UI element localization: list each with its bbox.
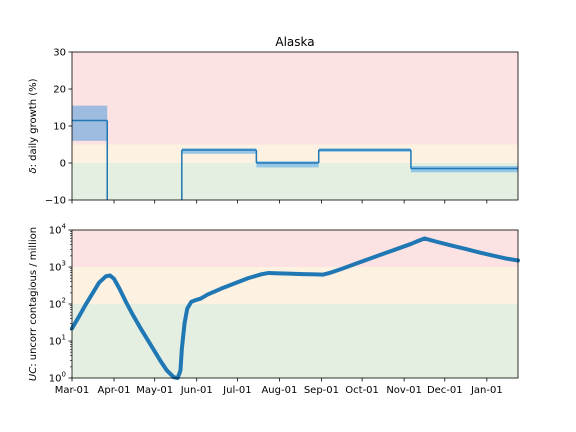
x-tick-label: Aug-01 bbox=[261, 385, 297, 396]
x-tick-label: Oct-01 bbox=[345, 385, 379, 396]
contagious-y-ticks: 100 101 102 103 104 bbox=[49, 223, 72, 385]
growth-x-ticks bbox=[71, 200, 488, 204]
growth-y-axis-label: δ: daily growth (%) bbox=[28, 78, 39, 173]
contagious-panel: Mar-01 Apr-01 May-01 Jun-01 Jul-01 Aug-01 Sep-… bbox=[28, 223, 520, 396]
contagious-line bbox=[70, 236, 520, 380]
contagious-y-tick-label: 104 bbox=[49, 223, 67, 237]
contagious-y-axis-label-text: : uncorr contagious / million bbox=[28, 227, 39, 367]
x-tick-label: Dec-01 bbox=[427, 385, 463, 396]
contagious-risk-bands bbox=[72, 230, 518, 378]
growth-ci-0 bbox=[72, 105, 108, 141]
contagious-plot-frame bbox=[71, 229, 519, 379]
contagious-band-2 bbox=[72, 230, 518, 267]
x-tick-label: May-01 bbox=[136, 385, 173, 396]
contagious-y-axis-label: UC: uncorr contagious / million bbox=[28, 227, 39, 381]
growth-y-axis-label-text: : daily growth (%) bbox=[28, 78, 39, 167]
contagious-y-tick-label: 101 bbox=[49, 334, 66, 348]
growth-ci-2 bbox=[256, 161, 319, 168]
growth-y-tick-label: 20 bbox=[53, 85, 66, 96]
x-tick-label: Mar-01 bbox=[55, 385, 90, 396]
growth-plot-frame bbox=[71, 51, 519, 201]
x-tick-label: Apr-01 bbox=[98, 385, 131, 396]
growth-band-2 bbox=[72, 52, 518, 145]
growth-y-tick-label: 0 bbox=[60, 159, 66, 170]
growth-y-tick-label: 10 bbox=[53, 122, 66, 133]
contagious-x-ticks: Mar-01 Apr-01 May-01 Jun-01 Jul-01 Aug-01 Sep-… bbox=[55, 378, 503, 396]
x-tick-label: Jul-01 bbox=[222, 385, 251, 396]
contagious-y-tick-label: 102 bbox=[49, 297, 66, 311]
growth-y-axis-label-symbol: δ bbox=[28, 167, 39, 173]
growth-y-ticks: −10 0 10 20 30 bbox=[45, 48, 72, 207]
growth-y-tick-label: −10 bbox=[45, 196, 66, 207]
growth-rate-series bbox=[72, 119, 518, 200]
growth-risk-bands bbox=[72, 52, 518, 200]
chart-title: Alaska bbox=[275, 35, 314, 49]
x-tick-label: Nov-01 bbox=[386, 385, 422, 396]
growth-band-1 bbox=[72, 144, 518, 163]
contagious-band-0 bbox=[72, 304, 518, 378]
contagious-y-tick-label: 100 bbox=[49, 371, 66, 385]
x-tick-label: Jan-01 bbox=[470, 385, 503, 396]
x-tick-label: Sep-01 bbox=[304, 385, 339, 396]
x-tick-label: Jun-01 bbox=[180, 385, 213, 396]
growth-ci-1 bbox=[181, 148, 257, 154]
contagious-series bbox=[70, 236, 520, 380]
growth-y-tick-label: 30 bbox=[53, 48, 66, 59]
growth-rate-panel: −10 0 10 20 30 Alaska δ: daily growth (%) bbox=[28, 35, 519, 207]
contagious-y-tick-label: 103 bbox=[49, 260, 66, 274]
contagious-y-axis-label-symbol: UC bbox=[28, 367, 39, 381]
